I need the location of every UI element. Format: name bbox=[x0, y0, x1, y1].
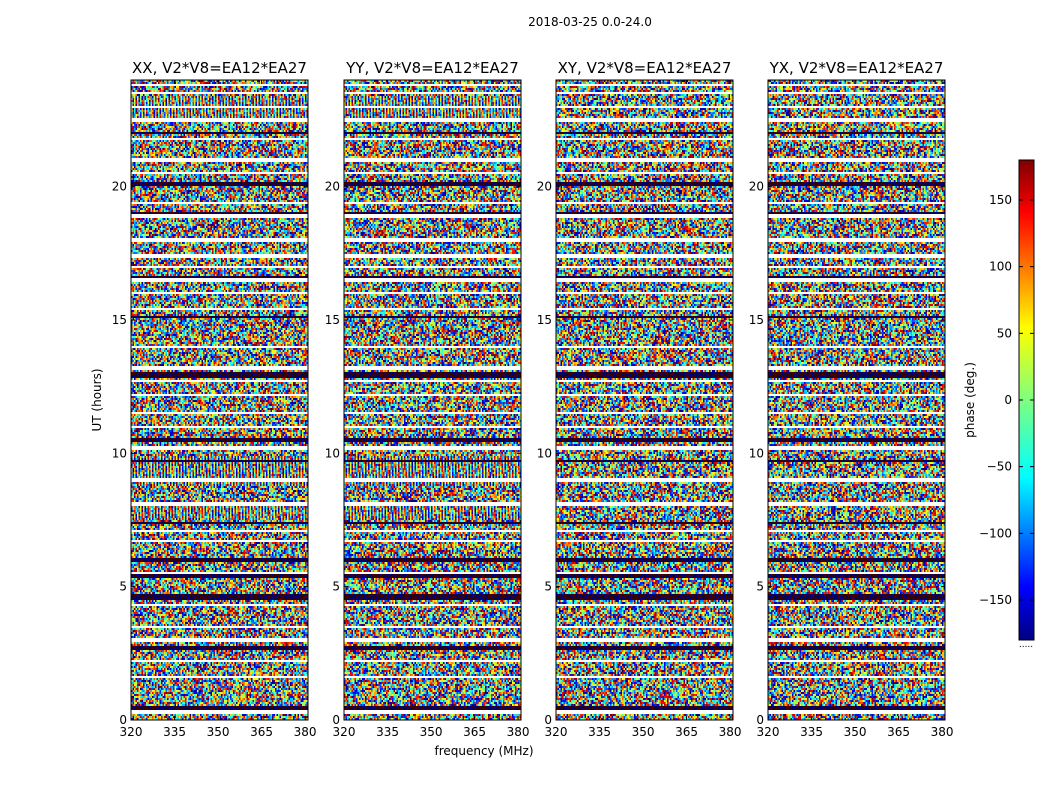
colorbar-tick-label: −100 bbox=[979, 526, 1012, 540]
panel-xy: XY, V2*V8=EA12*EA27 320 335 350 365 380 0 5 10 15… bbox=[537, 59, 742, 739]
panel-frame bbox=[767, 79, 946, 721]
x-tick-label: 350 bbox=[632, 725, 655, 739]
heatmap-image-yx bbox=[768, 80, 945, 720]
x-tick-label: 320 bbox=[757, 725, 780, 739]
x-tick-label: 365 bbox=[463, 725, 486, 739]
x-tick-label: 320 bbox=[545, 725, 568, 739]
x-tick-label: 365 bbox=[675, 725, 698, 739]
y-tick-label: 0 bbox=[119, 713, 127, 727]
colorbar-note: ..... bbox=[1019, 640, 1033, 650]
colorbar-tick-label: −150 bbox=[979, 593, 1012, 607]
x-tick-label: 365 bbox=[887, 725, 910, 739]
y-tick-label: 20 bbox=[325, 180, 340, 194]
y-tick-label: 5 bbox=[332, 580, 340, 594]
colorbar-tick-label: 0 bbox=[1004, 393, 1012, 407]
y-tick-label: 10 bbox=[749, 446, 764, 460]
x-tick-label: 350 bbox=[207, 725, 230, 739]
colorbar: −150 −100 −50 0 50 100 150 phase (deg.) ..... bbox=[963, 159, 1035, 650]
x-tick-label: 320 bbox=[333, 725, 356, 739]
panel-title: YY, V2*V8=EA12*EA27 bbox=[345, 59, 519, 77]
y-tick-label: 0 bbox=[544, 713, 552, 727]
panel-frame bbox=[130, 79, 309, 721]
y-axis-label: UT (hours) bbox=[90, 368, 104, 431]
y-tick-label: 20 bbox=[749, 180, 764, 194]
y-tick-label: 0 bbox=[332, 713, 340, 727]
y-tick-label: 10 bbox=[325, 446, 340, 460]
x-tick-label: 380 bbox=[931, 725, 954, 739]
panel-title: YX, V2*V8=EA12*EA27 bbox=[769, 59, 944, 77]
colorbar-tick-label: 100 bbox=[989, 260, 1012, 274]
y-tick-label: 5 bbox=[119, 580, 127, 594]
y-tick-label: 5 bbox=[756, 580, 764, 594]
colorbar-label: phase (deg.) bbox=[963, 362, 977, 438]
x-tick-label: 380 bbox=[507, 725, 530, 739]
y-tick-label: 15 bbox=[537, 313, 552, 327]
panels-group: XX, V2*V8=EA12*EA27 320 335 350 365 380 0 5 10 15… bbox=[112, 59, 954, 739]
x-tick-label: 335 bbox=[588, 725, 611, 739]
panel-frame bbox=[343, 79, 522, 721]
y-tick-label: 10 bbox=[112, 446, 127, 460]
x-tick-label: 380 bbox=[719, 725, 742, 739]
y-tick-label: 10 bbox=[537, 446, 552, 460]
x-tick-label: 350 bbox=[420, 725, 443, 739]
figure-suptitle: 2018-03-25 0.0-24.0 bbox=[528, 15, 652, 29]
heatmap-image-xx bbox=[131, 80, 308, 720]
x-tick-label: 335 bbox=[163, 725, 186, 739]
y-tick-label: 15 bbox=[749, 313, 764, 327]
y-tick-label: 20 bbox=[537, 180, 552, 194]
colorbar-tick-label: 150 bbox=[989, 193, 1012, 207]
panel-yx: YX, V2*V8=EA12*EA27 320 335 350 365 380 0 5 10 15… bbox=[749, 59, 954, 739]
x-tick-label: 335 bbox=[376, 725, 399, 739]
x-tick-label: 380 bbox=[294, 725, 317, 739]
panel-frame bbox=[555, 79, 734, 721]
panel-title: XX, V2*V8=EA12*EA27 bbox=[132, 59, 307, 77]
panel-title: XY, V2*V8=EA12*EA27 bbox=[558, 59, 732, 77]
colorbar-tick-label: 50 bbox=[997, 326, 1012, 340]
y-tick-label: 0 bbox=[756, 713, 764, 727]
x-tick-label: 320 bbox=[120, 725, 143, 739]
y-tick-label: 15 bbox=[325, 313, 340, 327]
x-tick-label: 335 bbox=[800, 725, 823, 739]
y-tick-label: 20 bbox=[112, 180, 127, 194]
panel-xx: XX, V2*V8=EA12*EA27 320 335 350 365 380 0 5 10 15… bbox=[112, 59, 317, 739]
heatmap-image-yy bbox=[344, 80, 521, 720]
y-tick-label: 15 bbox=[112, 313, 127, 327]
heatmap-image-xy bbox=[556, 80, 733, 720]
x-tick-label: 365 bbox=[250, 725, 273, 739]
panel-yy: YY, V2*V8=EA12*EA27 320 335 350 365 380 0 5 10 15… bbox=[325, 59, 530, 739]
x-tick-label: 350 bbox=[844, 725, 867, 739]
colorbar-tick-label: −50 bbox=[987, 460, 1012, 474]
y-tick-label: 5 bbox=[544, 580, 552, 594]
colorbar-ticks: −150 −100 −50 0 50 100 150 bbox=[979, 193, 1034, 607]
x-axis-label: frequency (MHz) bbox=[434, 744, 533, 758]
